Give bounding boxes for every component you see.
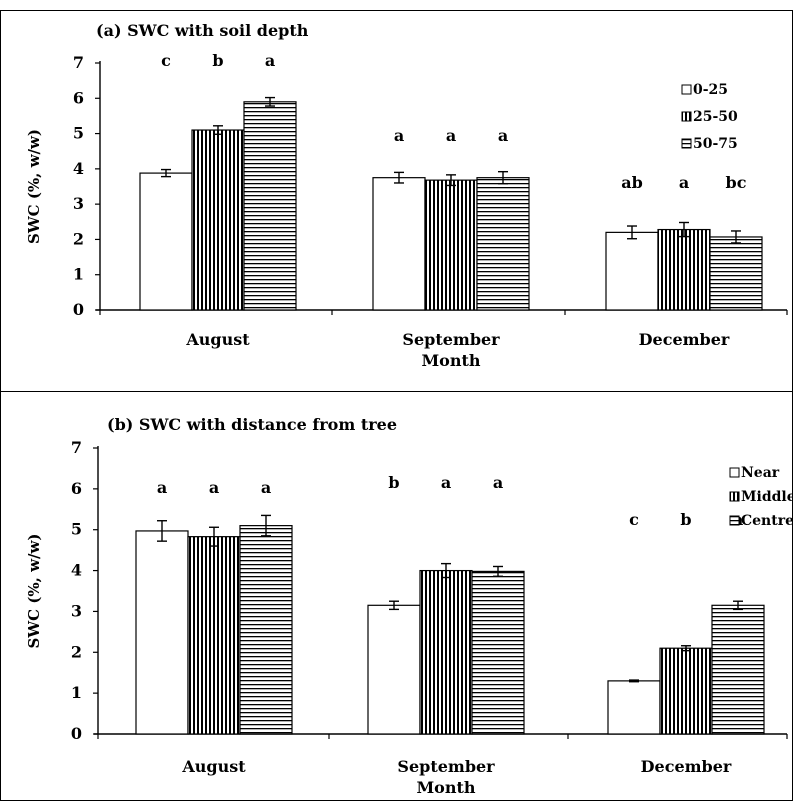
y-tick-label: 0 [71, 724, 82, 743]
legend-label: Near [741, 465, 780, 481]
legend-swatch [729, 515, 740, 526]
y-tick-label: 3 [71, 601, 82, 620]
bar [607, 680, 661, 735]
bar [372, 177, 426, 311]
x-category-label: September [402, 330, 500, 349]
bar [139, 172, 193, 311]
y-tick-label: 1 [73, 265, 84, 284]
bar [419, 569, 473, 735]
y-tick-label: 4 [73, 159, 84, 178]
bar [243, 101, 297, 311]
x-axis-label: Month [421, 351, 480, 370]
legend-swatch [729, 491, 740, 502]
x-category-label: December [641, 757, 732, 776]
y-axis-label: SWC (%, w/w) [25, 129, 43, 244]
significance-letter: ab [621, 173, 643, 192]
bar [239, 525, 293, 735]
chart-title: (a) SWC with soil depth [96, 21, 309, 40]
y-tick-label: 6 [71, 479, 82, 498]
bar [711, 604, 765, 735]
x-axis-label: Month [416, 778, 475, 797]
legend-swatch [681, 111, 692, 122]
legend-swatch [681, 138, 692, 149]
significance-letter: a [209, 478, 219, 497]
significance-letter: a [394, 126, 404, 145]
y-tick-label: 4 [71, 561, 82, 580]
legend-swatch [681, 84, 692, 95]
chart-b-svg: (b) SWC with distance from tree SWC (%, w… [25, 415, 792, 797]
significance-letter: b [212, 51, 223, 70]
significance-letter: b [388, 473, 399, 492]
y-tick-label: 0 [73, 300, 84, 319]
significance-letter: c [629, 510, 639, 529]
x-category-label: August [181, 757, 246, 776]
y-tick-label: 2 [73, 229, 84, 248]
significance-letter: a [441, 473, 451, 492]
y-tick-label: 7 [73, 53, 84, 72]
chart-a-svg: (a) SWC with soil depth SWC (%, w/w) 0 1 2 3 4… [25, 21, 788, 370]
y-axis-label: SWC (%, w/w) [25, 533, 43, 648]
significance-letter: a [446, 126, 456, 145]
significance-letter: c [161, 51, 171, 70]
legend-label: 25-50 [693, 109, 738, 125]
legend-label: Middle [741, 489, 792, 505]
bar [471, 570, 525, 735]
chart-title: (b) SWC with distance from tree [107, 415, 397, 434]
y-tick-label: 5 [71, 520, 82, 539]
significance-letter: a [493, 473, 503, 492]
bar [657, 228, 711, 311]
bar [605, 231, 659, 311]
bar [135, 530, 189, 735]
chart-panel-a: (a) SWC with soil depth SWC (%, w/w) 0 1 2 3 4… [0, 10, 793, 392]
bar [709, 236, 763, 311]
significance-letter: a [498, 126, 508, 145]
significance-letter: a [679, 173, 689, 192]
x-category-label: August [185, 330, 250, 349]
significance-letter: b [680, 510, 691, 529]
bar [476, 177, 530, 311]
y-tick-label: 5 [73, 124, 84, 143]
x-category-label: September [397, 757, 495, 776]
y-tick-label: 6 [73, 88, 84, 107]
bar [191, 129, 245, 311]
bar [659, 647, 713, 735]
bar [187, 536, 241, 735]
significance-letter: a [157, 478, 167, 497]
y-tick-label: 1 [71, 683, 82, 702]
legend-label: Centre [741, 513, 792, 529]
legend-label: 0-25 [693, 82, 728, 98]
significance-letter: a [265, 51, 275, 70]
bar [424, 179, 478, 311]
y-tick-label: 3 [73, 194, 84, 213]
y-tick-label: 7 [71, 438, 82, 457]
x-category-label: December [639, 330, 730, 349]
chart-panel-b: (b) SWC with distance from tree SWC (%, w… [0, 391, 793, 801]
significance-letter: a [261, 478, 271, 497]
bar [367, 604, 421, 735]
legend-swatch [729, 467, 740, 478]
legend-label: 50-75 [693, 136, 738, 152]
y-tick-label: 2 [71, 642, 82, 661]
significance-letter: bc [726, 173, 747, 192]
